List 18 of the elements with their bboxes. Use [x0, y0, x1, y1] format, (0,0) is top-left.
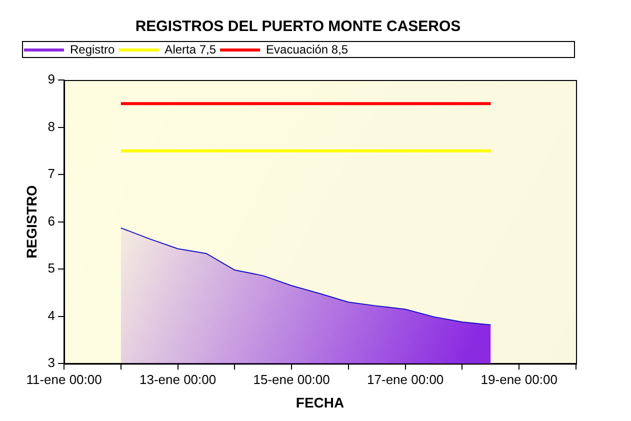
legend-label: Evacuación 8,5 [266, 42, 348, 56]
y-axis-title: REGISTRO [23, 185, 40, 258]
y-tick-label: 7 [48, 166, 56, 182]
legend-label: Registro [70, 42, 116, 56]
y-tick-label: 3 [48, 355, 56, 370]
y-tick-label: 5 [48, 260, 56, 276]
y-tick-label: 6 [48, 213, 56, 228]
x-tick-label: 19-ene 00:00 [480, 372, 558, 387]
x-tick-label: 13-ene 00:00 [139, 372, 216, 387]
y-tick-label: 4 [48, 308, 56, 323]
y-tick-label: 9 [48, 72, 56, 87]
legend-label: Alerta 7,5 [164, 42, 216, 56]
x-axis-title: FECHA [296, 394, 344, 410]
y-tick-label: 8 [48, 118, 56, 134]
x-tick-label: 17-ene 00:00 [367, 372, 444, 387]
chart-title: REGISTROS DEL PUERTO MONTE CASEROS [135, 18, 461, 36]
x-tick-label: 15-ene 00:00 [253, 372, 330, 387]
x-tick-label: 11-ene 00:00 [26, 372, 102, 387]
